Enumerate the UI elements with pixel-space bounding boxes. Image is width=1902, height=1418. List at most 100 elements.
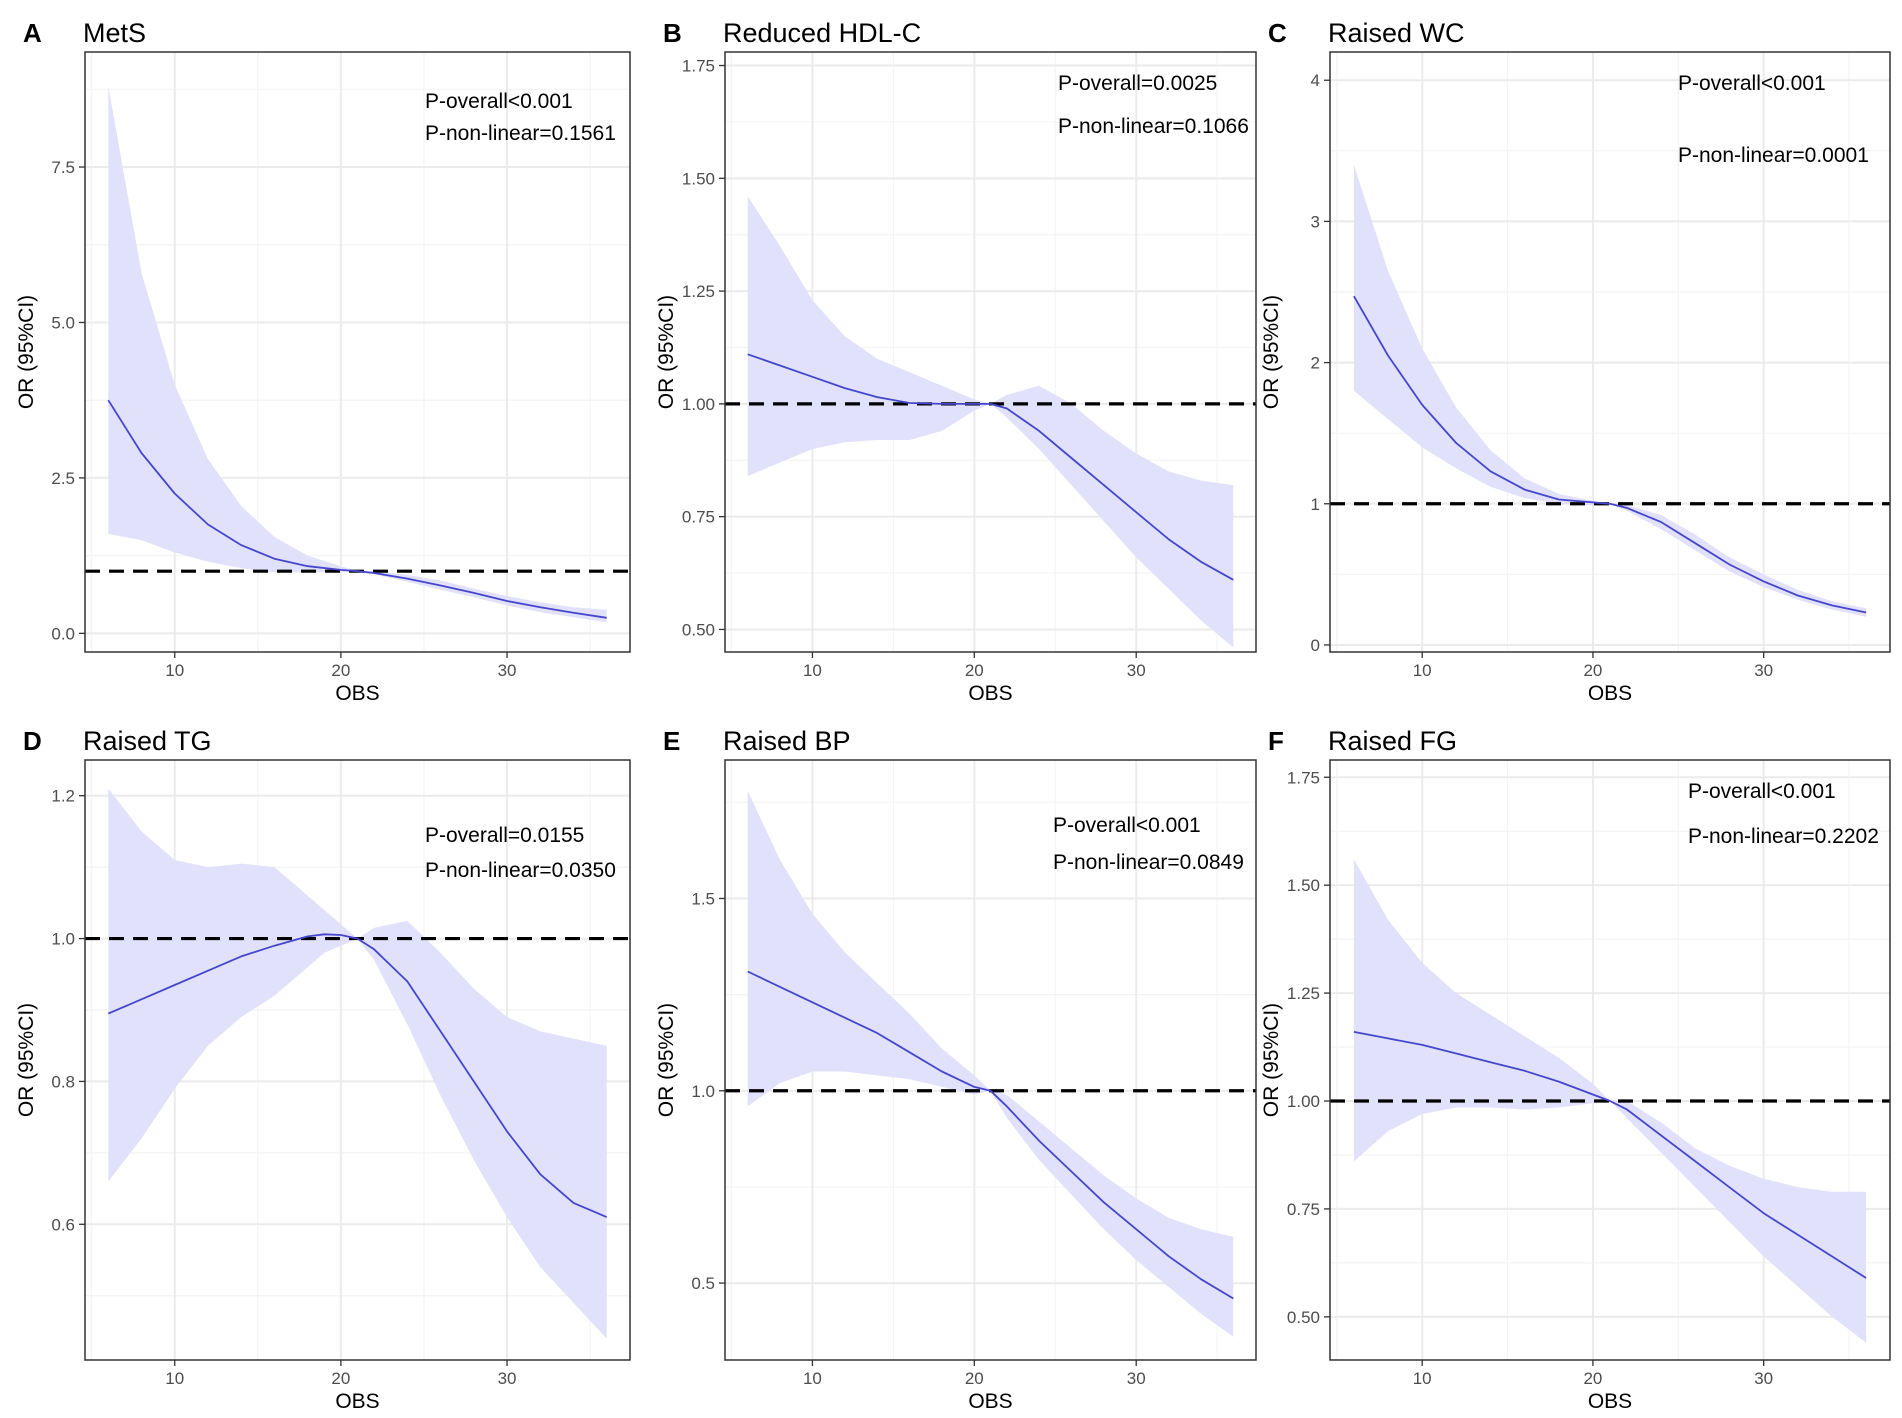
panel-letter: A — [23, 18, 42, 48]
y-axis-title: OR (95%CI) — [1260, 1003, 1283, 1117]
y-tick-label: 1.75 — [1287, 768, 1320, 787]
x-tick-label: 10 — [165, 1369, 184, 1388]
y-axis-title: OR (95%CI) — [1260, 295, 1283, 409]
p-non-linear-annotation: P-non-linear=0.1066 — [1058, 115, 1249, 138]
p-non-linear-annotation: P-non-linear=0.2202 — [1688, 825, 1879, 848]
x-tick-label: 30 — [1127, 661, 1146, 680]
panel-title: Reduced HDL-C — [723, 18, 921, 48]
y-tick-label: 0.0 — [51, 624, 75, 643]
plot-frame — [84, 759, 631, 1361]
panel-title: Raised TG — [83, 726, 212, 756]
panel-b: 10 20 30 0.50 0.75 1.00 1.25 1.50 1.75 OBS OR (95%… — [655, 18, 1257, 705]
p-non-linear-annotation: P-non-linear=0.1561 — [425, 122, 616, 145]
p-overall-annotation: P-overall=0.0155 — [425, 824, 584, 847]
or-curve — [107, 399, 607, 619]
x-tick-label: 20 — [331, 1369, 350, 1388]
panel-letter: D — [23, 726, 42, 756]
y-tick-label: 0.50 — [682, 620, 715, 639]
or-curve — [747, 970, 1234, 1300]
y-tick-label: 1.0 — [691, 1082, 715, 1101]
p-non-linear-annotation: P-non-linear=0.0001 — [1678, 144, 1869, 167]
x-tick-label: 30 — [1127, 1369, 1146, 1388]
y-tick-label: 0 — [1311, 636, 1320, 655]
y-tick-label: 0.75 — [682, 508, 715, 527]
plot-frame — [84, 51, 631, 653]
y-tick-label: 1.50 — [682, 169, 715, 188]
y-tick-label: 1 — [1311, 495, 1320, 514]
y-tick-label: 1.5 — [691, 889, 715, 908]
y-tick-label: 0.5 — [691, 1274, 715, 1293]
y-tick-label: 0.6 — [51, 1215, 75, 1234]
x-tick-label: 10 — [803, 1369, 822, 1388]
y-tick-label: 1.75 — [682, 57, 715, 76]
confidence-band — [747, 790, 1234, 1337]
x-tick-label: 20 — [965, 1369, 984, 1388]
plot-frame — [724, 51, 1257, 653]
x-tick-label: 20 — [1583, 661, 1602, 680]
panel-a: 10 20 30 0.0 2.5 5.0 7.5 OBS OR (95%CI) A MetS P-ov… — [15, 18, 631, 705]
panel-f: 10 20 30 0.50 0.75 1.00 1.25 1.50 1.75 OBS OR (95%… — [1260, 726, 1891, 1413]
y-tick-label: 0.50 — [1287, 1308, 1320, 1327]
panel-c: 10 20 30 0 1 2 3 4 OBS OR (95%CI) C Raised WC P-over… — [1260, 18, 1891, 705]
x-tick-label: 10 — [803, 661, 822, 680]
panel-letter: B — [663, 18, 682, 48]
x-tick-label: 30 — [1754, 661, 1773, 680]
y-tick-label: 1.50 — [1287, 876, 1320, 895]
y-tick-label: 2 — [1311, 354, 1320, 373]
p-overall-annotation: P-overall=0.0025 — [1058, 72, 1217, 95]
panel-e: 10 20 30 0.5 1.0 1.5 OBS OR (95%CI) E Raised BP P-… — [655, 726, 1257, 1413]
x-axis-title: OBS — [968, 682, 1012, 705]
y-axis-title: OR (95%CI) — [655, 295, 678, 409]
y-axis-title: OR (95%CI) — [15, 295, 38, 409]
panel-title: MetS — [83, 18, 146, 48]
or-curve — [107, 933, 608, 1218]
p-overall-annotation: P-overall<0.001 — [1688, 780, 1836, 803]
y-tick-label: 1.00 — [682, 395, 715, 414]
panel-title: Raised FG — [1328, 726, 1457, 756]
y-tick-label: 3 — [1311, 212, 1320, 231]
p-non-linear-annotation: P-non-linear=0.0849 — [1053, 851, 1244, 874]
p-overall-annotation: P-overall<0.001 — [1053, 814, 1201, 837]
confidence-band — [747, 196, 1234, 648]
panel-title: Raised BP — [723, 726, 851, 756]
p-non-linear-annotation: P-non-linear=0.0350 — [425, 859, 616, 882]
y-tick-label: 1.25 — [1287, 984, 1320, 1003]
x-tick-label: 10 — [165, 661, 184, 680]
y-tick-label: 1.2 — [51, 787, 75, 806]
y-axis-title: OR (95%CI) — [15, 1003, 38, 1117]
y-tick-label: 7.5 — [51, 158, 75, 177]
confidence-band — [108, 788, 607, 1339]
y-tick-label: 1.00 — [1287, 1092, 1320, 1111]
plot-frame — [1329, 759, 1891, 1361]
x-tick-label: 20 — [965, 661, 984, 680]
plot-frame — [724, 759, 1257, 1361]
or-curve — [1353, 295, 1867, 614]
or-curve — [1353, 1031, 1867, 1279]
x-tick-label: 10 — [1413, 661, 1432, 680]
y-tick-label: 1.0 — [51, 930, 75, 949]
y-tick-label: 0.75 — [1287, 1200, 1320, 1219]
plot-frame — [1329, 51, 1891, 653]
p-overall-annotation: P-overall<0.001 — [425, 90, 573, 113]
panel-letter: F — [1268, 726, 1284, 756]
y-tick-label: 2.5 — [51, 469, 75, 488]
x-tick-label: 20 — [1583, 1369, 1602, 1388]
x-axis-title: OBS — [335, 1390, 379, 1413]
x-axis-title: OBS — [1588, 682, 1632, 705]
x-tick-label: 30 — [498, 661, 517, 680]
y-tick-label: 4 — [1311, 71, 1320, 90]
y-tick-label: 0.8 — [51, 1072, 75, 1091]
panel-letter: E — [663, 726, 680, 756]
x-axis-title: OBS — [1588, 1390, 1632, 1413]
y-tick-label: 1.25 — [682, 282, 715, 301]
y-tick-label: 5.0 — [51, 313, 75, 332]
panel-d: 10 20 30 0.6 0.8 1.0 1.2 OBS OR (95%CI) D Raised T… — [15, 726, 631, 1413]
x-axis-title: OBS — [968, 1390, 1012, 1413]
p-overall-annotation: P-overall<0.001 — [1678, 72, 1826, 95]
x-tick-label: 10 — [1413, 1369, 1432, 1388]
panel-letter: C — [1268, 18, 1287, 48]
x-tick-label: 30 — [1754, 1369, 1773, 1388]
or-curve — [747, 353, 1234, 581]
x-axis-title: OBS — [335, 682, 379, 705]
